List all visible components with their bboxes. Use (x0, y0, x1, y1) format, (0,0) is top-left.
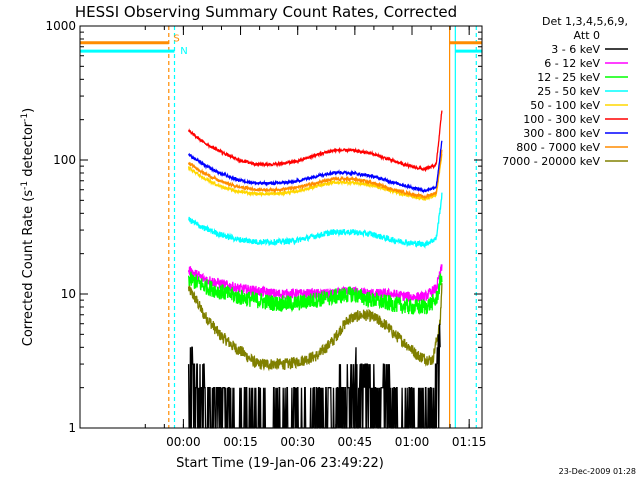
footer-date: 23-Dec-2009 01:28 (559, 467, 636, 476)
y-tick-label: 1000 (45, 19, 76, 33)
y-tick-label: 10 (61, 287, 76, 301)
x-tick-label: 01:00 (395, 435, 430, 449)
y-tick-label: 100 (53, 153, 76, 167)
series-layer (187, 110, 443, 429)
flag-labels: SN (173, 34, 187, 58)
series-line (187, 149, 443, 201)
chart-title: HESSI Observing Summary Count Rates, Cor… (75, 3, 457, 21)
legend-entry-label: 25 - 50 keV (537, 85, 600, 98)
x-tick-label: 01:15 (452, 435, 487, 449)
flag-label: N (180, 46, 187, 57)
series-line (187, 264, 443, 303)
series-line (187, 154, 443, 201)
legend-entry-label: 50 - 100 keV (530, 99, 600, 112)
y-tick-label: 1 (68, 421, 76, 435)
x-tick-label: 00:15 (223, 435, 258, 449)
legend-header-1: Det 1,3,4,5,6,9, (542, 15, 628, 28)
x-tick-label: 00:45 (338, 435, 373, 449)
y-axis: 1 10 100 1000 (45, 19, 482, 435)
legend-entry-label: 300 - 800 keV (523, 127, 600, 140)
series-line (188, 192, 443, 249)
series-line (187, 283, 443, 372)
y-axis-label-sup2: -1 (20, 113, 30, 122)
y-axis-label-mid: detector (21, 121, 36, 181)
x-tick-label: 00:00 (166, 435, 201, 449)
y-axis-label-main: Corrected Count Rate (s (21, 190, 36, 347)
flag-label: S (173, 34, 179, 45)
legend-entry-label: 100 - 300 keV (523, 113, 600, 126)
y-axis-label-end: ) (21, 108, 36, 113)
plot-area (80, 26, 482, 428)
series-line (187, 271, 443, 315)
legend-entry-label: 12 - 25 keV (537, 71, 600, 84)
legend-header-2: Att 0 (574, 29, 600, 42)
plot-frame (79, 25, 483, 429)
legend-entry-label: 800 - 7000 keV (516, 141, 600, 154)
x-axis-label: Start Time (19-Jan-06 23:49:22) (176, 456, 384, 471)
orbit-lines (168, 26, 477, 428)
legend-entry-label: 3 - 6 keV (551, 43, 600, 56)
flag-bars (80, 41, 482, 53)
series-line (187, 140, 443, 194)
legend-entry-label: 6 - 12 keV (544, 57, 600, 70)
y-axis-label-sup1: -1 (20, 181, 30, 190)
x-tick-label: 00:30 (280, 435, 315, 449)
y-axis-label: Corrected Count Rate (s-1 detector-1) (20, 108, 36, 346)
legend-entry-label: 7000 - 20000 keV (502, 155, 600, 168)
x-axis: 00:00 00:15 00:30 00:45 01:00 01:15 (144, 26, 487, 449)
series-line (187, 110, 443, 173)
